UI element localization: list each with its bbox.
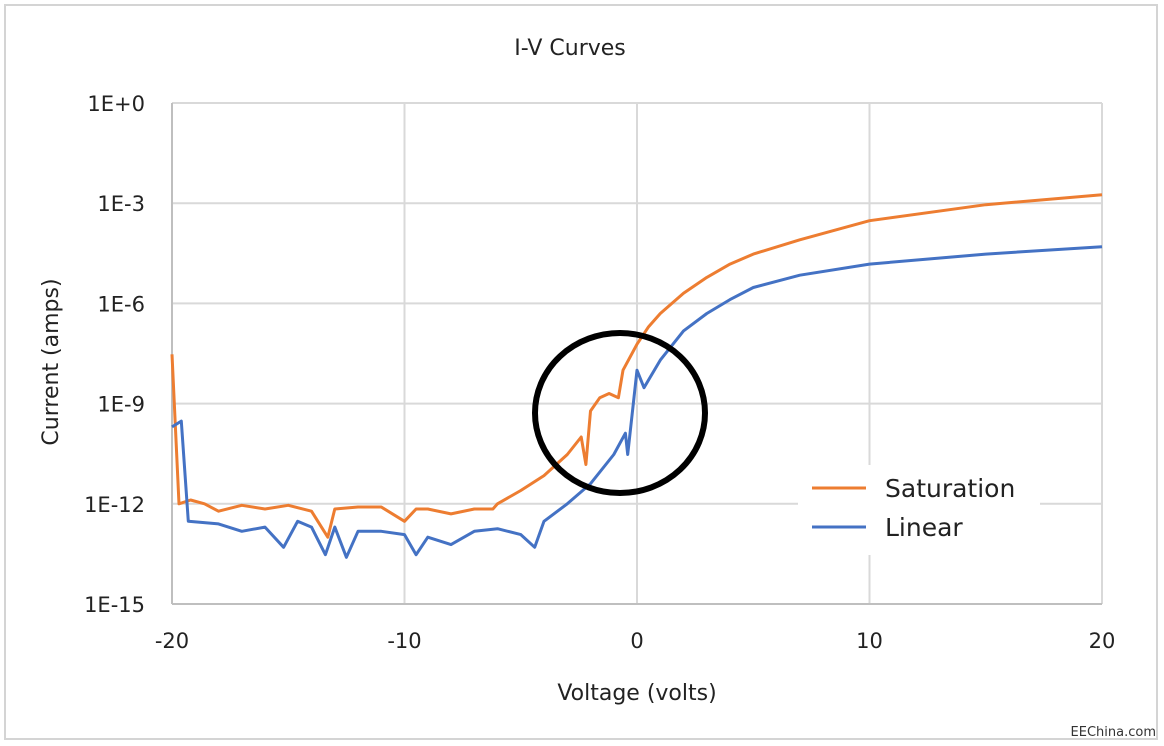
chart-title: I-V Curves (514, 36, 626, 61)
x-tick-label: 10 (856, 629, 883, 653)
watermark: EEChina.com (1070, 725, 1156, 740)
y-tick-label: 1E-6 (97, 292, 145, 316)
y-tick-label: 1E-12 (84, 493, 145, 517)
x-tick-label: 20 (1089, 629, 1116, 653)
legend-label-saturation: Saturation (885, 474, 1015, 503)
y-tick-label: 1E-15 (84, 593, 145, 617)
y-tick-label: 1E+0 (87, 92, 145, 116)
axes: -20 -10 0 10 20 1E+0 1E-3 1E-6 1E-9 1E-12 1E-15 (84, 92, 1115, 653)
x-tick-label: -10 (387, 629, 421, 653)
legend-label-linear: Linear (885, 513, 963, 542)
annotation-circle (532, 330, 708, 496)
series-line-linear (171, 245, 1103, 559)
series-lines (170, 193, 1103, 559)
annotations (532, 330, 708, 496)
x-tick-label: 0 (630, 629, 643, 653)
x-axis-title: Voltage (volts) (557, 681, 716, 706)
y-tick-label: 1E-3 (97, 192, 145, 216)
y-axis-title: Current (amps) (39, 278, 64, 445)
legend: Saturation Linear (798, 465, 1040, 555)
legend-box (798, 465, 1040, 555)
x-tick-label: -20 (155, 629, 189, 653)
y-tick-label: 1E-9 (97, 393, 145, 417)
series-line-saturation (170, 193, 1103, 539)
chart-frame (4, 4, 1158, 740)
